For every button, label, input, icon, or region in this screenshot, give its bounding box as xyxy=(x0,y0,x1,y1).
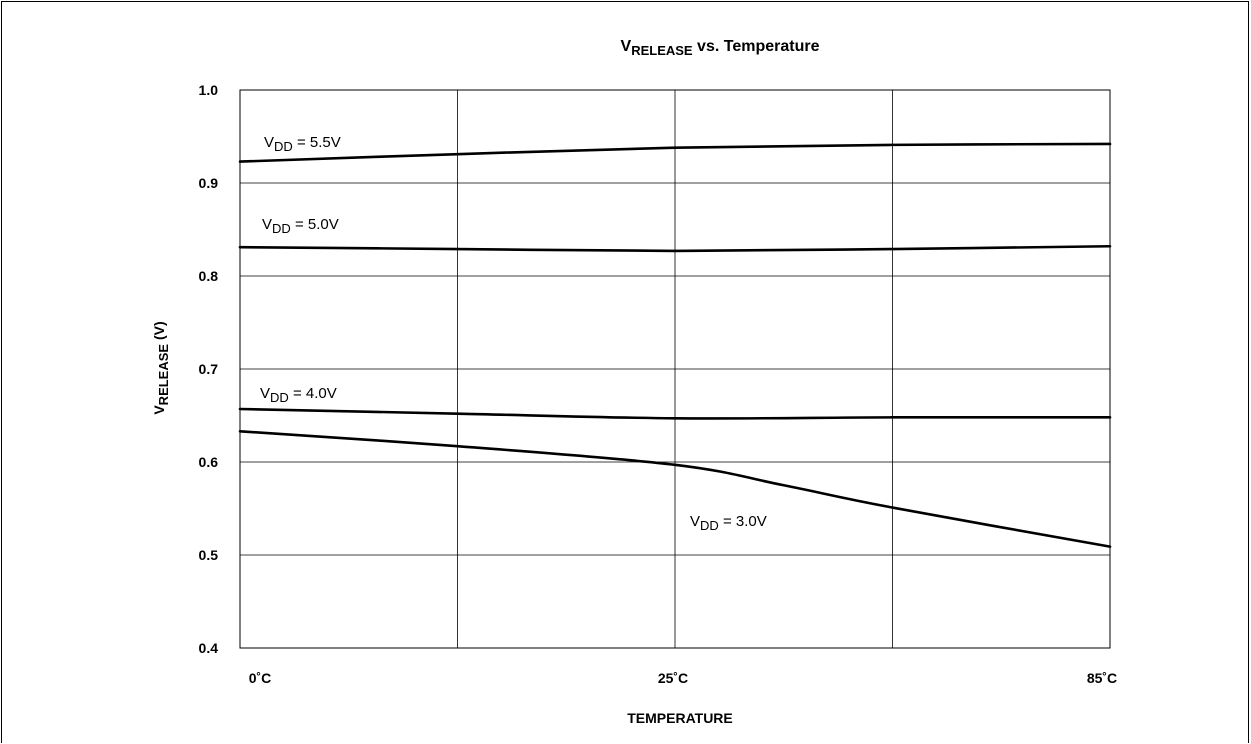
ylabel-subscript: RELEASE xyxy=(156,344,171,406)
x-tick-label: 0˚C xyxy=(249,670,272,686)
y-tick-label: 0.4 xyxy=(199,640,219,656)
series-line-3 xyxy=(238,430,1112,548)
series-line-0 xyxy=(238,142,1112,163)
series-label-1: VDD = 5.0V xyxy=(262,216,339,236)
y-tick-label: 0.5 xyxy=(199,547,219,563)
series-label-3: VDD = 3.0V xyxy=(690,513,767,533)
y-tick-labels: 1.0 0.9 0.8 0.7 0.6 0.5 0.4 xyxy=(199,82,219,656)
y-tick-label: 0.6 xyxy=(199,454,219,470)
y-tick-label: 1.0 xyxy=(199,82,219,98)
x-axis-label: TEMPERATURE xyxy=(627,710,733,726)
x-tick-label: 25˚C xyxy=(658,670,688,686)
ylabel-main: V xyxy=(151,405,167,415)
grid xyxy=(239,89,1111,649)
series-line-2 xyxy=(238,407,1112,420)
y-tick-label: 0.7 xyxy=(199,361,219,377)
series-label-2: VDD = 4.0V xyxy=(260,385,337,405)
series-lines xyxy=(238,142,1112,548)
series-annotations: VDD = 5.5V VDD = 5.0V VDD = 4.0V VDD = 3.0V xyxy=(260,134,767,533)
series-label-0: VDD = 5.5V xyxy=(264,134,341,154)
x-tick-labels: 0˚C 25˚C 85˚C xyxy=(249,670,1117,686)
y-axis-label: VRELEASE (V) xyxy=(151,321,171,414)
title-subscript: RELEASE xyxy=(631,43,693,58)
chart-title: VRELEASE vs. Temperature xyxy=(621,38,820,58)
title-main: V xyxy=(621,38,632,55)
title-rest: vs. Temperature xyxy=(693,38,820,55)
x-tick-label: 85˚C xyxy=(1087,670,1117,686)
plot-area xyxy=(239,89,1111,649)
series-line-1 xyxy=(238,244,1112,253)
y-tick-label: 0.8 xyxy=(199,268,219,284)
y-tick-label: 0.9 xyxy=(199,175,219,191)
ylabel-rest: (V) xyxy=(151,321,167,344)
